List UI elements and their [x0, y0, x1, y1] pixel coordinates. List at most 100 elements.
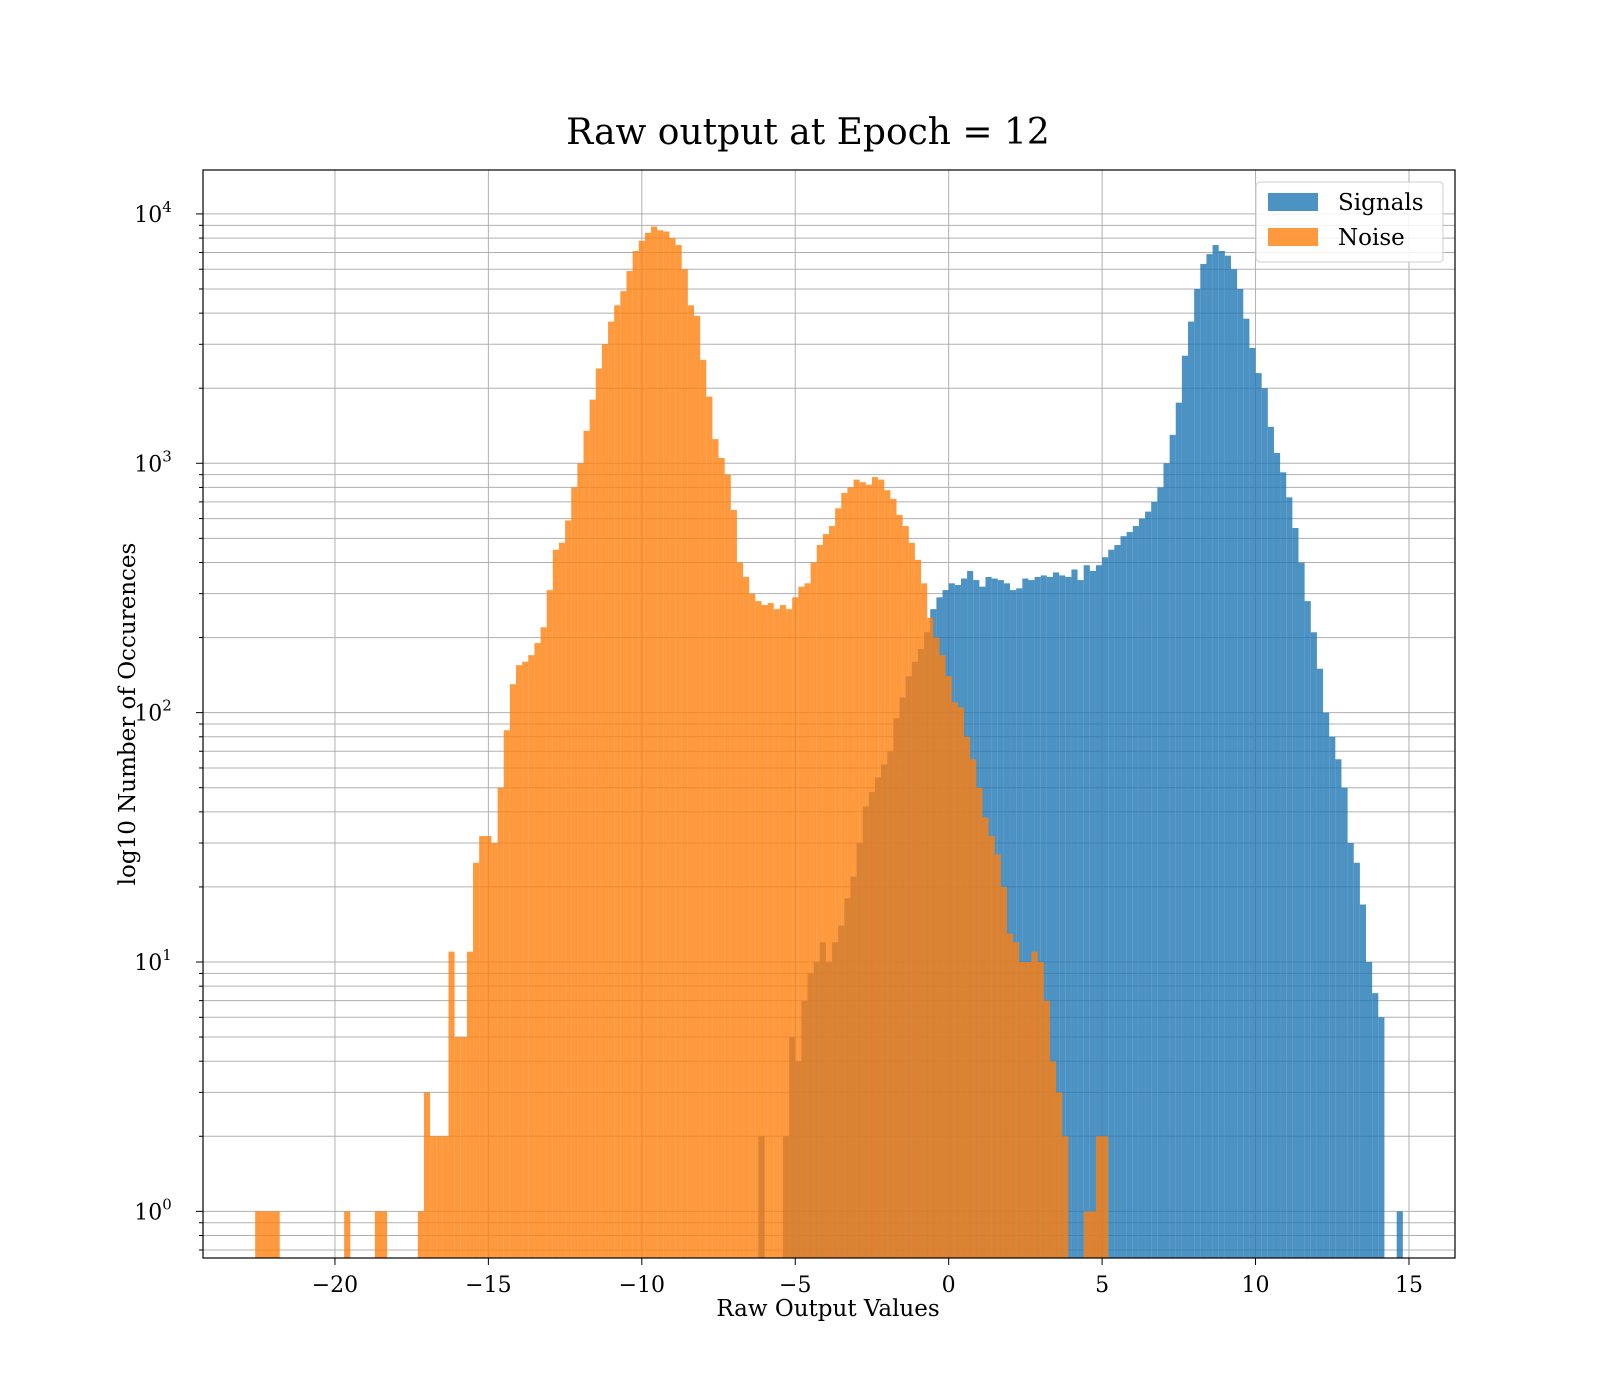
signals-bar — [1329, 736, 1336, 1258]
signals-bar — [1034, 576, 1041, 1258]
y-axis-ticks: 100 101 102 103 104 — [134, 198, 203, 1251]
noise-bar — [957, 707, 965, 1258]
noise-bar — [700, 359, 707, 1258]
noise-bar — [436, 1136, 443, 1258]
noise-bar — [755, 601, 762, 1258]
signals-bar — [1366, 961, 1373, 1258]
noise-bar — [516, 665, 523, 1258]
noise-bar — [945, 676, 952, 1258]
noise-bar — [970, 759, 977, 1258]
signals-bar — [1304, 601, 1311, 1258]
noise-bar — [267, 1211, 274, 1258]
noise-bar — [626, 271, 633, 1258]
noise-bar — [522, 661, 529, 1258]
noise-bar — [344, 1211, 351, 1258]
noise-bar — [835, 508, 842, 1258]
chart-title: Raw output at Epoch = 12 — [566, 112, 1050, 153]
legend: Signals Noise — [1255, 181, 1444, 263]
noise-bar — [546, 590, 553, 1258]
noise-bar — [712, 439, 719, 1258]
noise-bar — [663, 231, 670, 1258]
signals-bar — [1243, 318, 1250, 1258]
noise-bar — [951, 702, 958, 1258]
noise-bar — [448, 951, 455, 1258]
noise-bar — [822, 534, 829, 1258]
signals-bar — [1341, 787, 1348, 1258]
signals-bar — [1335, 759, 1342, 1258]
x-tick-label: 10 — [1242, 1273, 1270, 1298]
noise-bar — [454, 1037, 461, 1258]
noise-bar — [479, 836, 486, 1258]
signals-bar — [1237, 288, 1244, 1258]
signals-bar — [1267, 426, 1274, 1258]
signals-bar — [1292, 528, 1299, 1258]
noise-bar — [902, 526, 909, 1258]
signals-bar — [1372, 993, 1379, 1258]
noise-bar — [261, 1211, 268, 1258]
noise-bar — [374, 1211, 381, 1258]
signals-bar — [1316, 668, 1324, 1258]
signals-bar — [1077, 580, 1084, 1258]
noise-bar — [485, 836, 492, 1258]
noise-bar — [1089, 1211, 1096, 1258]
noise-bar — [841, 492, 848, 1258]
noise-bar — [706, 396, 713, 1259]
noise-bar — [473, 862, 480, 1258]
signals-bar — [1046, 576, 1054, 1258]
signals-bar — [1151, 501, 1158, 1258]
noise-bar — [1056, 1092, 1063, 1258]
noise-bar — [638, 240, 645, 1259]
signals-bar — [1065, 576, 1072, 1258]
noise-bar — [614, 305, 621, 1258]
signals-bar — [1347, 843, 1354, 1258]
noise-bar — [442, 1136, 449, 1258]
noise-bar — [430, 1136, 437, 1258]
signals-bar — [1249, 347, 1256, 1259]
signals-bar — [1378, 1017, 1385, 1258]
noise-bar — [466, 951, 474, 1258]
signals-bar — [1028, 580, 1035, 1258]
signals-bar — [1010, 590, 1017, 1258]
noise-bar — [871, 477, 879, 1258]
noise-bar — [976, 787, 983, 1258]
noise-bar — [1102, 1136, 1109, 1258]
noise-bar — [1013, 942, 1020, 1258]
noise-bar — [988, 836, 995, 1258]
noise-bar — [749, 593, 756, 1258]
signals-bar — [1095, 565, 1103, 1258]
noise-bar — [773, 609, 780, 1258]
signals-bar — [1022, 578, 1029, 1258]
noise-bar — [829, 526, 836, 1258]
noise-bar — [933, 637, 940, 1258]
noise-bar — [896, 515, 903, 1258]
signals-bar — [1286, 497, 1293, 1258]
noise-bar — [994, 854, 1001, 1258]
signals-bar — [1138, 518, 1146, 1258]
signals-bar — [1255, 373, 1262, 1258]
noise-bar — [927, 617, 934, 1258]
noise-bar — [460, 1037, 467, 1258]
histogram-bars — [255, 226, 1403, 1259]
noise-bar — [273, 1211, 280, 1258]
x-tick-label: −5 — [779, 1273, 811, 1298]
signals-bar — [1181, 355, 1189, 1258]
signals-bar — [1071, 569, 1078, 1258]
noise-bar — [743, 576, 750, 1258]
x-tick-label: 0 — [942, 1273, 956, 1298]
y-tick-label: 103 — [134, 447, 172, 477]
noise-bar — [589, 399, 596, 1258]
noise-bar — [571, 487, 578, 1258]
noise-bar — [509, 684, 516, 1258]
noise-bar — [565, 520, 572, 1258]
signals-bar — [1016, 588, 1023, 1258]
noise-bar — [1083, 1211, 1090, 1258]
signals-bar — [1132, 526, 1139, 1258]
signals-bar — [1353, 862, 1360, 1258]
noise-bar — [601, 344, 609, 1259]
noise-bar — [865, 484, 872, 1259]
noise-bar — [908, 542, 915, 1258]
signals-bar — [1102, 557, 1109, 1258]
noise-bar — [724, 474, 731, 1258]
noise-bar — [798, 586, 805, 1258]
